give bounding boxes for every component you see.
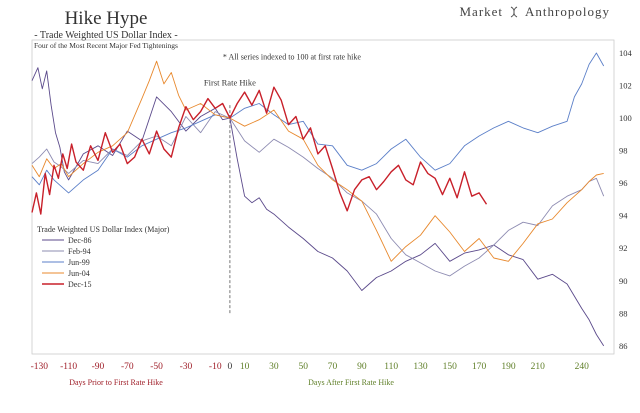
x-tick-label: 10 <box>240 362 250 372</box>
y-tick-label: 90 <box>619 276 628 286</box>
y-tick-label: 88 <box>619 308 628 318</box>
y-tick-label: 100 <box>619 113 632 123</box>
x-label-after: Days After First Rate Hike <box>308 378 394 387</box>
x-tick-label: 0 <box>228 362 233 372</box>
x-tick-label: 190 <box>501 362 516 372</box>
series-line-dec-86 <box>31 67 605 347</box>
x-tick-label: 50 <box>298 362 308 372</box>
y-tick-label: 96 <box>619 178 628 188</box>
series-layer <box>31 52 605 347</box>
x-axis: -130 -110 -90 -70 -50 -30 -10 0 10 30 50 70 90 110 130… <box>31 362 590 372</box>
series-line-jun-04 <box>31 60 604 262</box>
x-tick-label: 110 <box>384 362 398 372</box>
chart-subsubtitle: Four of the Most Recent Major Fed Tighte… <box>34 41 178 50</box>
x-tick-label: 70 <box>328 362 338 372</box>
legend-label: Jun-04 <box>68 269 90 278</box>
x-tick-label: 90 <box>357 362 367 372</box>
x-tick-label: -130 <box>31 362 49 372</box>
series-line-jun-99 <box>31 52 605 194</box>
plot-frame <box>31 39 615 355</box>
indexed-note: * All series indexed to 100 at first rat… <box>223 53 361 62</box>
series-line-dec-15 <box>31 86 488 215</box>
brand-right: Anthropology <box>525 4 610 19</box>
x-tick-label: -10 <box>209 362 222 372</box>
legend-background <box>33 223 211 295</box>
brand-logo: Market Anthropology <box>460 4 611 20</box>
x-tick-label: 240 <box>575 362 590 372</box>
legend-items: Dec-86 Feb-94 Jun-99 Jun-04 Dec-15 <box>42 236 92 289</box>
y-tick-label: 102 <box>619 81 632 91</box>
x-tick-label: 210 <box>531 362 546 372</box>
x-tick-label: -70 <box>121 362 134 372</box>
x-tick-label: -110 <box>60 362 77 372</box>
x-tick-label: 30 <box>269 362 279 372</box>
y-tick-label: 104 <box>619 48 633 58</box>
legend: Trade Weighted US Dollar Index (Major) D… <box>33 223 211 295</box>
chart-subtitle: - Trade Weighted US Dollar Index - <box>34 30 177 41</box>
brand-left: Market <box>459 4 504 19</box>
x-tick-label: -90 <box>92 362 105 372</box>
series-line-feb-94 <box>31 111 605 277</box>
x-tick-label: -50 <box>150 362 163 372</box>
legend-label: Jun-99 <box>68 258 90 267</box>
legend-label: Dec-86 <box>68 236 92 245</box>
y-tick-label: 92 <box>619 243 628 253</box>
y-tick-label: 98 <box>619 146 628 156</box>
x-tick-label: 170 <box>472 362 487 372</box>
legend-title: Trade Weighted US Dollar Index (Major) <box>37 225 170 234</box>
x-label-prior: Days Prior to First Rate Hike <box>69 378 163 387</box>
first-rate-hike-label: First Rate Hike <box>204 78 256 88</box>
y-axis: 86 88 90 92 94 96 98 100 102 104 <box>619 48 633 351</box>
legend-label: Feb-94 <box>68 247 91 256</box>
x-tick-label: -30 <box>180 362 193 372</box>
y-tick-label: 94 <box>619 211 628 221</box>
y-tick-label: 86 <box>619 341 628 351</box>
x-tick-label: 130 <box>413 362 428 372</box>
chart-title: Hike Hype <box>65 8 148 29</box>
legend-label: Dec-15 <box>68 280 92 289</box>
x-tick-label: 150 <box>443 362 458 372</box>
helix-icon <box>510 6 518 18</box>
